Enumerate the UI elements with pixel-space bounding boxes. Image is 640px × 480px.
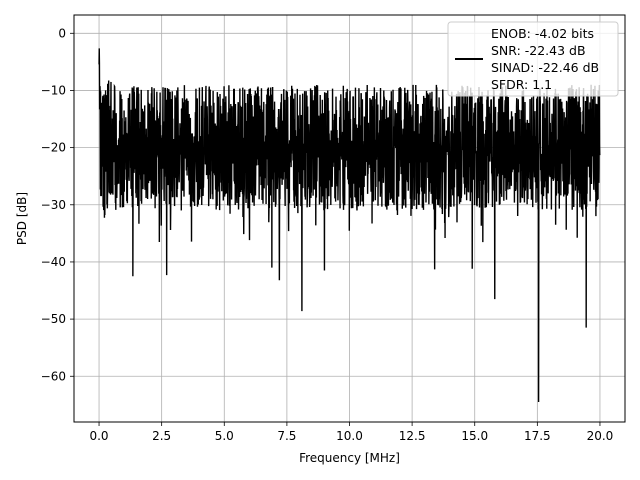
x-tick-label: 5.0	[215, 429, 234, 443]
x-tick-label: 0.0	[89, 429, 108, 443]
legend-sinad: SINAD: -22.46 dB	[491, 60, 599, 75]
y-axis-label: PSD [dB]	[15, 192, 29, 245]
x-tick-label: 10.0	[336, 429, 363, 443]
y-tick-label: −60	[41, 369, 66, 383]
x-axis-label: Frequency [MHz]	[299, 451, 400, 465]
x-tick-label: 2.5	[152, 429, 171, 443]
legend-enob: ENOB: -4.02 bits	[491, 26, 594, 41]
psd-series-line	[98, 48, 601, 402]
x-tick-label: 20.0	[587, 429, 614, 443]
x-tick-label: 15.0	[461, 429, 488, 443]
x-tick-label: 12.5	[399, 429, 426, 443]
y-tick-label: −20	[41, 141, 66, 155]
y-tick-label: −10	[41, 83, 66, 97]
x-tick-label: 7.5	[277, 429, 296, 443]
y-tick-label: −30	[41, 198, 66, 212]
legend-box	[447, 21, 619, 97]
y-tick-label: −50	[41, 312, 66, 326]
legend-sfdr: SFDR: 1.1	[491, 77, 552, 92]
y-axis-ticks: 0 −10 −20 −30 −40 −50 −60	[41, 26, 74, 383]
x-axis-ticks: 0.0 2.5 5.0 7.5 10.0 12.5 15.0 17.5 20.0	[89, 422, 613, 443]
x-tick-label: 17.5	[524, 429, 551, 443]
plot-area	[98, 48, 601, 402]
legend: ENOB: -4.02 bits SNR: -22.43 dB SINAD: -…	[447, 21, 619, 97]
legend-snr: SNR: -22.43 dB	[491, 43, 586, 58]
y-tick-label: 0	[58, 26, 66, 40]
y-tick-label: −40	[41, 255, 66, 269]
